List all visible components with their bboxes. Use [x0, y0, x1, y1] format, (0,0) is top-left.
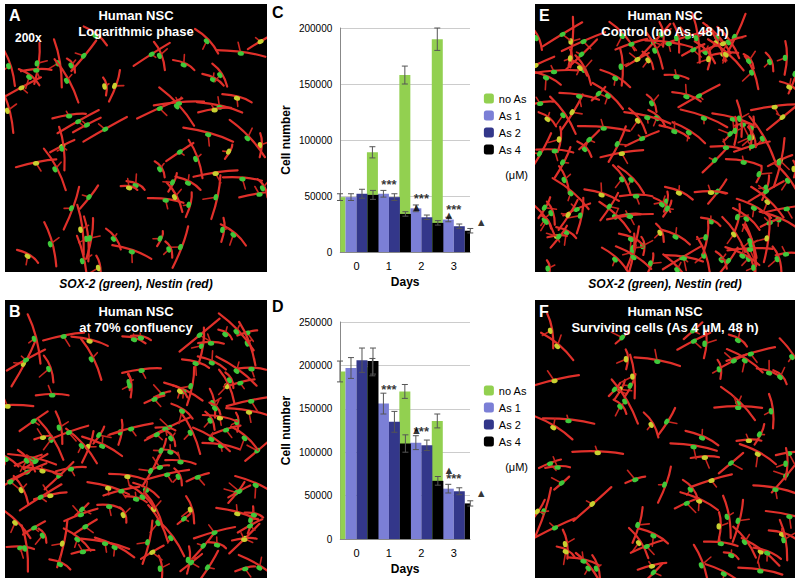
svg-text:SOX-2 (green), Nestin (red): SOX-2 (green), Nestin (red) [59, 277, 212, 291]
svg-text:1: 1 [386, 260, 392, 272]
svg-text:C: C [272, 4, 284, 21]
svg-text:(μM): (μM) [505, 461, 528, 473]
svg-text:SOX-2 (green), Nestin (red): SOX-2 (green), Nestin (red) [588, 277, 741, 291]
svg-text:1: 1 [386, 547, 392, 559]
svg-text:***: *** [381, 177, 397, 192]
svg-text:200000: 200000 [299, 360, 333, 371]
svg-text:2: 2 [418, 260, 424, 272]
svg-text:Cell number: Cell number [279, 105, 293, 175]
svg-text:▲: ▲ [476, 487, 487, 499]
svg-text:50000: 50000 [304, 191, 332, 202]
svg-text:150000: 150000 [299, 79, 333, 90]
svg-text:Control (no As, 48 h): Control (no As, 48 h) [601, 24, 728, 39]
svg-text:2: 2 [418, 547, 424, 559]
svg-text:▲: ▲ [476, 216, 487, 228]
svg-text:As 1: As 1 [499, 402, 521, 414]
svg-text:no As: no As [499, 93, 527, 105]
svg-text:As 2: As 2 [499, 419, 521, 431]
svg-text:As 4: As 4 [499, 144, 521, 156]
svg-text:Days: Days [391, 275, 420, 289]
svg-text:Human NSC: Human NSC [627, 8, 703, 23]
svg-text:Human NSC: Human NSC [98, 8, 174, 23]
svg-text:150000: 150000 [299, 403, 333, 414]
svg-text:3: 3 [451, 260, 457, 272]
svg-text:Surviving cells (As 4 μM, 48 h: Surviving cells (As 4 μM, 48 h) [571, 320, 758, 335]
svg-text:200000: 200000 [299, 23, 333, 34]
svg-text:***: *** [381, 382, 397, 397]
svg-text:Human NSC: Human NSC [627, 304, 703, 319]
svg-text:3: 3 [451, 547, 457, 559]
svg-text:E: E [539, 7, 550, 24]
svg-text:100000: 100000 [299, 447, 333, 458]
svg-text:at 70% confluency: at 70% confluency [79, 320, 193, 335]
svg-text:250000: 250000 [299, 317, 333, 328]
svg-text:Human NSC: Human NSC [98, 304, 174, 319]
svg-text:0: 0 [353, 260, 359, 272]
svg-text:As 1: As 1 [499, 110, 521, 122]
svg-text:Logarithmic phase: Logarithmic phase [78, 24, 194, 39]
svg-text:As 4: As 4 [499, 436, 521, 448]
svg-text:F: F [539, 303, 549, 320]
svg-text:B: B [9, 303, 21, 320]
svg-text:no As: no As [499, 385, 527, 397]
svg-text:0: 0 [327, 247, 333, 258]
svg-text:(μM): (μM) [505, 169, 528, 181]
svg-text:***: *** [446, 471, 462, 486]
svg-text:200x: 200x [15, 31, 42, 45]
svg-text:50000: 50000 [304, 490, 332, 501]
svg-text:As 2: As 2 [499, 127, 521, 139]
svg-text:Cell number: Cell number [279, 396, 293, 466]
svg-text:D: D [272, 298, 284, 315]
svg-text:Days: Days [391, 562, 420, 576]
svg-text:0: 0 [353, 547, 359, 559]
svg-text:A: A [9, 7, 21, 24]
svg-text:0: 0 [327, 534, 333, 545]
svg-text:***: *** [414, 424, 430, 439]
svg-text:***: *** [446, 202, 462, 217]
svg-text:***: *** [414, 191, 430, 206]
svg-text:100000: 100000 [299, 135, 333, 146]
